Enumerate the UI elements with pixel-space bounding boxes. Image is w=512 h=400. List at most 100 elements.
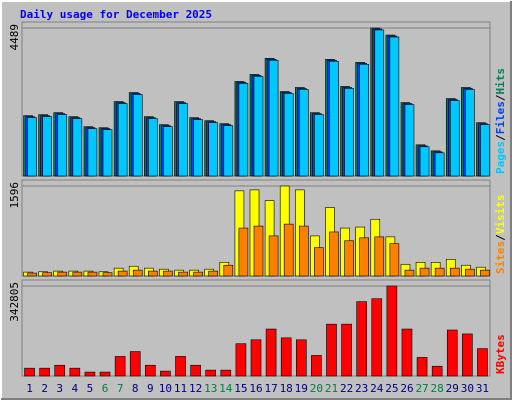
bar — [434, 267, 445, 277]
bar — [27, 117, 37, 177]
legend-entry: Sites — [494, 241, 507, 274]
legend-separator: / — [494, 94, 507, 101]
x-tick-label: 19 — [295, 382, 308, 395]
x-tick-label: 10 — [159, 382, 172, 395]
bar — [314, 247, 324, 277]
bar — [359, 64, 369, 177]
x-tick-label: 15 — [234, 382, 247, 395]
bar — [283, 93, 294, 177]
bar — [462, 333, 473, 377]
y-tick-label: 4489 — [8, 24, 21, 51]
legend: KBytes — [494, 334, 507, 374]
bar — [449, 100, 460, 177]
bar — [223, 264, 234, 277]
bar — [178, 103, 188, 177]
bar — [235, 343, 247, 377]
x-tick-label: 28 — [431, 382, 444, 395]
x-tick-label: 29 — [446, 382, 459, 395]
bar — [24, 367, 35, 377]
bar — [163, 126, 173, 177]
bar — [404, 104, 415, 177]
bar — [265, 328, 277, 377]
bar — [238, 227, 249, 277]
bar — [175, 356, 186, 377]
bar — [148, 270, 158, 277]
x-tick-label: 11 — [174, 382, 187, 395]
bar — [145, 364, 156, 377]
bar — [477, 348, 488, 377]
bar — [102, 129, 113, 177]
bar — [223, 125, 234, 177]
bar — [404, 269, 415, 277]
bar — [449, 267, 460, 277]
bar — [99, 371, 111, 377]
bar — [72, 271, 83, 277]
legend-entry: KBytes — [494, 334, 507, 374]
bar — [27, 272, 37, 277]
legend-entry: Files — [494, 101, 507, 134]
bar — [57, 114, 68, 177]
legend: Pages/Files/Hits — [494, 68, 507, 174]
legend-separator: / — [494, 234, 507, 241]
bar — [446, 329, 458, 377]
bar — [39, 367, 50, 377]
bar — [42, 272, 52, 277]
x-tick-label: 26 — [400, 382, 413, 395]
legend-entry: Visits — [494, 195, 507, 235]
x-tick-label: 31 — [476, 382, 489, 395]
bar — [220, 369, 232, 377]
bar — [480, 124, 490, 177]
bar — [160, 370, 171, 377]
x-tick-label: 1 — [26, 382, 33, 395]
bar — [280, 337, 292, 377]
bar — [311, 355, 322, 377]
bar — [298, 225, 309, 277]
bar — [465, 89, 475, 177]
x-tick-label: 22 — [340, 382, 353, 395]
bar — [250, 339, 262, 377]
x-tick-label: 2 — [41, 382, 48, 395]
bar — [419, 146, 430, 177]
bar — [283, 223, 294, 277]
bar — [253, 225, 264, 277]
bar — [190, 364, 201, 377]
bar — [193, 271, 203, 277]
y-tick-label: 1596 — [8, 182, 21, 209]
bar — [374, 29, 385, 177]
x-tick-label: 16 — [249, 382, 262, 395]
bar — [295, 339, 307, 377]
bar — [205, 369, 217, 377]
bar — [268, 59, 279, 177]
x-tick-label: 25 — [385, 382, 398, 395]
x-tick-label: 12 — [189, 382, 202, 395]
bar — [132, 94, 143, 177]
x-tick-label: 6 — [102, 382, 109, 395]
bar — [84, 371, 96, 377]
bar — [253, 76, 264, 177]
bar — [465, 268, 475, 277]
x-tick-label: 20 — [310, 382, 323, 395]
bar — [389, 36, 400, 177]
x-tick-label: 30 — [461, 382, 474, 395]
bar — [117, 103, 128, 177]
bar — [102, 272, 113, 277]
bar — [268, 235, 279, 277]
legend-entry: Hits — [494, 68, 507, 95]
bar — [401, 328, 413, 377]
bar — [72, 118, 83, 177]
x-tick-label: 8 — [132, 382, 139, 395]
x-tick-label: 13 — [204, 382, 217, 395]
bar — [208, 122, 219, 177]
bar — [431, 365, 443, 377]
legend: Sites/Visits — [494, 195, 507, 275]
x-tick-label: 7 — [117, 382, 124, 395]
bar — [178, 271, 188, 277]
bar — [69, 367, 81, 377]
x-tick-label: 5 — [87, 382, 94, 395]
x-tick-label: 27 — [415, 382, 428, 395]
bar — [87, 128, 98, 177]
bar — [314, 114, 324, 177]
bar — [419, 267, 430, 277]
bar — [57, 271, 68, 277]
